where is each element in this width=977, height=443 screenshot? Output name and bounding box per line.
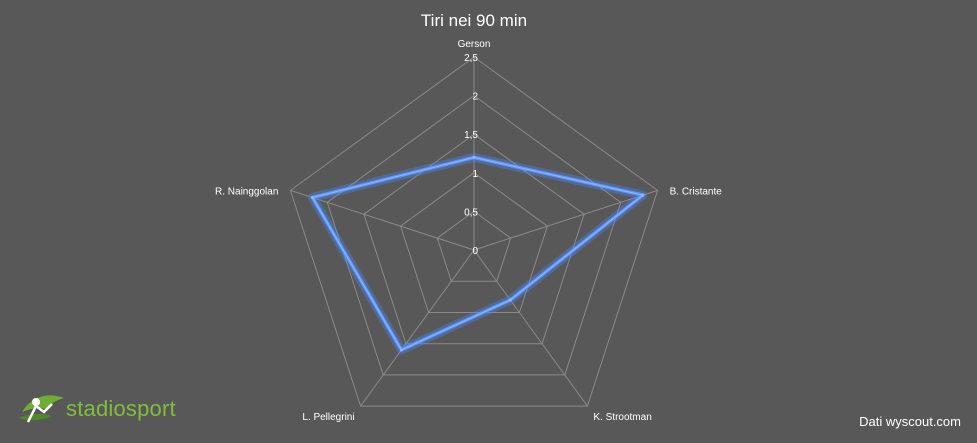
data-point [508,298,512,302]
category-label: K. Strootman [593,412,651,423]
grid-ring-5 [289,56,659,407]
series-layer [308,152,648,355]
axis-spoke [473,189,658,251]
grid-ring-3 [363,133,585,345]
category-label: B. Cristante [670,186,723,197]
category-label: R. Nainggolan [215,186,278,197]
series-line-highlight [312,156,644,351]
logo-text: stadiosport [66,396,176,421]
tick-label: 2,5 [464,53,478,64]
runner-icon [18,395,64,423]
axis-spoke [473,249,588,407]
data-point [472,155,476,159]
tick-label: 0,5 [464,207,478,218]
axis-spoke [360,249,475,407]
category-label: L. Pellegrini [302,412,354,423]
chart-title: Tiri nei 90 min [421,11,527,30]
tick-label: 0 [472,246,478,257]
data-point [641,193,645,197]
tick-layer: 0 0,5 1 1,5 2 2,5 [464,53,478,257]
stadiosport-logo: stadiosport [14,382,214,432]
category-labels: Gerson B. Cristante K. Strootman L. Pellegr… [215,39,722,423]
data-point [399,348,403,352]
grid-ring-2 [400,172,548,313]
tick-label: 2 [472,92,478,103]
tick-label: 1 [472,169,478,180]
axis-spoke [290,189,475,251]
category-label: Gerson [458,39,491,50]
grid-ring-1 [436,210,512,282]
data-point [311,196,314,199]
data-source: Dati wyscout.com [859,414,961,429]
tick-label: 1,5 [464,130,478,141]
